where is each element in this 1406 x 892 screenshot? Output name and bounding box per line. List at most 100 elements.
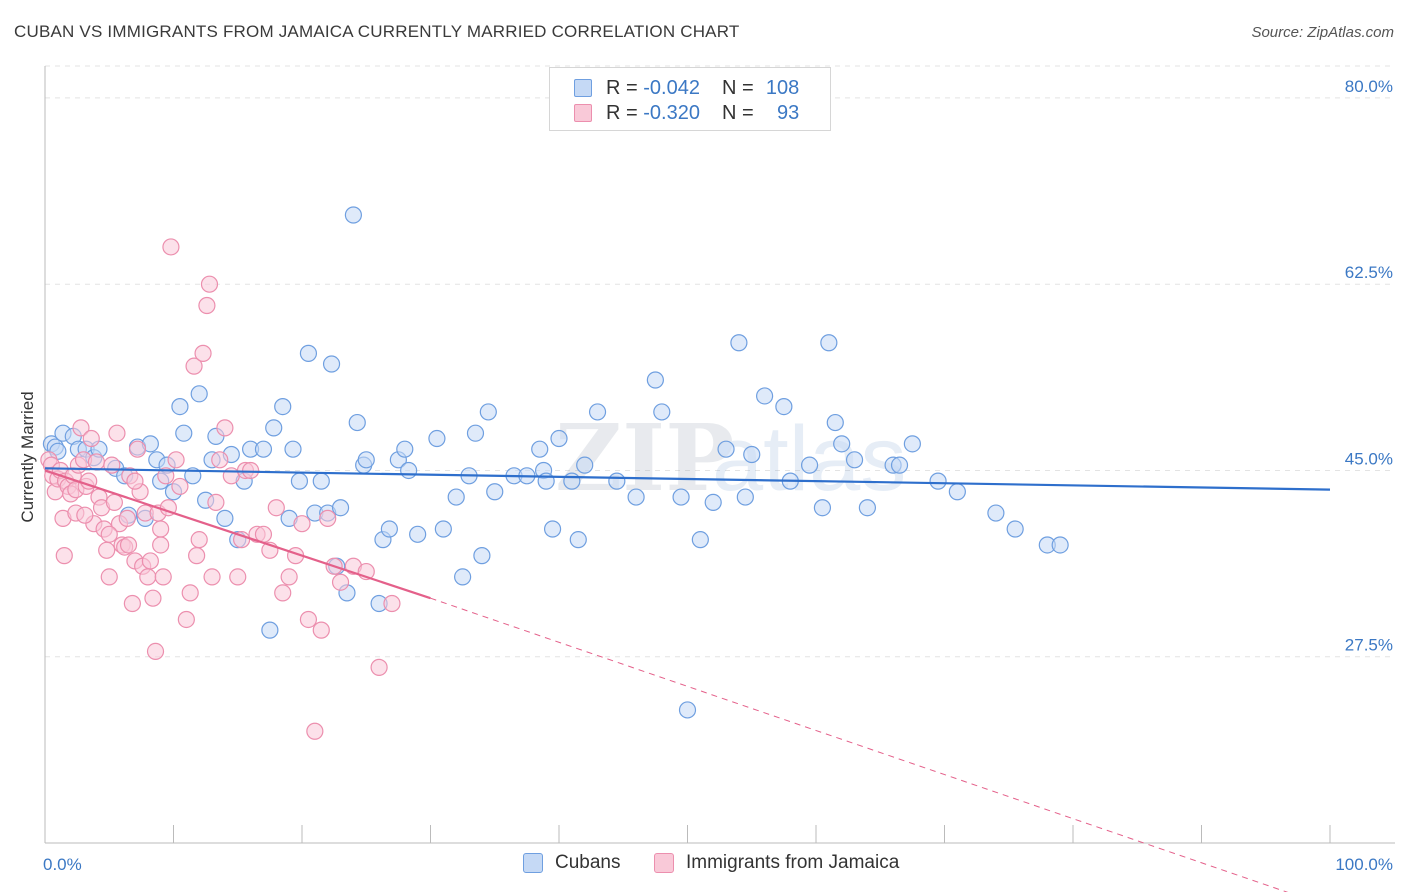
legend-r-label: R = bbox=[606, 76, 638, 99]
cuban-point bbox=[254, 440, 273, 458]
jamaica-point bbox=[144, 589, 162, 607]
cuban-point bbox=[826, 413, 844, 432]
jamaica-point bbox=[274, 584, 292, 602]
cuban-point bbox=[717, 440, 735, 458]
cuban-point bbox=[348, 413, 366, 432]
cuban-point bbox=[290, 472, 309, 490]
cuban-point bbox=[987, 504, 1005, 522]
jamaica-point bbox=[383, 594, 401, 613]
cuban-point bbox=[175, 424, 193, 442]
grid-lines bbox=[45, 65, 1395, 658]
jamaica-point bbox=[188, 547, 206, 565]
jamaica-point bbox=[331, 573, 350, 591]
y-tick-label: 80.0% bbox=[1345, 77, 1393, 96]
jamaica-point bbox=[370, 658, 388, 676]
legend-row-cubans: R = -0.042 N = 108 bbox=[574, 76, 799, 100]
jamaica-point bbox=[103, 456, 121, 474]
y-axis-label: Currently Married bbox=[18, 391, 37, 522]
cuban-point bbox=[274, 398, 292, 416]
jamaica-point bbox=[128, 440, 147, 458]
cuban-point bbox=[357, 451, 375, 469]
cuban-point bbox=[820, 334, 838, 352]
jamaica-point bbox=[162, 238, 180, 256]
cuban-point bbox=[331, 499, 350, 517]
jamaica-point bbox=[98, 541, 116, 559]
cuban-point bbox=[858, 499, 877, 517]
legend-n-value: 93 bbox=[776, 101, 800, 124]
cuban-point bbox=[678, 701, 697, 719]
jamaica-point bbox=[154, 568, 172, 586]
jamaica-point bbox=[76, 506, 94, 524]
cuban-point bbox=[890, 456, 909, 474]
cuban-point bbox=[434, 520, 452, 538]
cuban-point bbox=[312, 472, 330, 490]
jamaica-point bbox=[105, 493, 123, 511]
jamaica-point bbox=[200, 275, 219, 293]
legend-item-jamaica[interactable]: Immigrants from Jamaica bbox=[654, 852, 899, 874]
cuban-point bbox=[672, 488, 690, 506]
jamaica-point bbox=[233, 531, 251, 549]
cuban-point bbox=[466, 424, 485, 442]
legend-r-value: -0.042 bbox=[643, 76, 700, 99]
series-jamaica bbox=[40, 238, 401, 740]
legend-n-label: N = bbox=[721, 76, 754, 99]
jamaica-point bbox=[177, 610, 195, 629]
cuban-point bbox=[800, 456, 819, 474]
jamaica-point bbox=[207, 493, 225, 511]
cuban-point bbox=[813, 499, 832, 517]
x-tick-label: 100.0% bbox=[1335, 855, 1393, 874]
jamaica-point bbox=[319, 509, 337, 527]
jamaica-point bbox=[82, 429, 100, 448]
y-tick-label: 45.0% bbox=[1345, 449, 1393, 468]
cuban-point bbox=[396, 440, 414, 458]
cuban-point bbox=[543, 520, 562, 538]
cuban-point bbox=[216, 509, 234, 527]
jamaica-point bbox=[171, 477, 189, 496]
cuban-point bbox=[627, 488, 645, 506]
jamaica-point bbox=[100, 568, 118, 586]
cuban-point bbox=[691, 531, 709, 549]
cuban-point bbox=[563, 472, 581, 490]
trend-lines bbox=[44, 467, 1331, 892]
source-label: Source: ZipAtlas.com bbox=[1251, 24, 1394, 41]
cuban-point bbox=[344, 206, 362, 224]
jamaica-point bbox=[299, 610, 318, 629]
cuban-point bbox=[322, 355, 341, 373]
jamaica-point bbox=[152, 520, 170, 538]
cuban-point bbox=[531, 440, 549, 458]
legend-item-cubans[interactable]: Cubans bbox=[523, 852, 621, 874]
series-legend: Cubans Immigrants from Jamaica bbox=[0, 852, 1406, 878]
jamaica-point bbox=[203, 568, 221, 586]
cuban-point bbox=[948, 483, 966, 501]
y-tick-label: 27.5% bbox=[1345, 636, 1393, 655]
jamaica-point bbox=[146, 642, 165, 661]
cuban-point bbox=[775, 398, 793, 416]
jamaica-point bbox=[267, 499, 285, 517]
jamaica-point bbox=[312, 621, 330, 639]
jamaica-point bbox=[87, 453, 106, 471]
cuban-point bbox=[845, 451, 864, 469]
cuban-point bbox=[736, 488, 754, 506]
jamaica-point bbox=[139, 568, 157, 586]
cuban-point bbox=[473, 547, 491, 565]
cuban-point bbox=[447, 488, 465, 506]
cuban-point bbox=[400, 461, 418, 480]
jamaica-point bbox=[216, 419, 234, 437]
cuban-point bbox=[833, 435, 851, 453]
chart-title: CUBAN VS IMMIGRANTS FROM JAMAICA CURRENT… bbox=[14, 22, 740, 41]
jamaica-point bbox=[293, 515, 311, 533]
cuban-point bbox=[284, 440, 302, 458]
cubans-trend-line bbox=[44, 467, 1331, 491]
legend-item-label: Cubans bbox=[555, 852, 621, 873]
cuban-point bbox=[428, 429, 446, 448]
cuban-point bbox=[190, 385, 208, 403]
jamaica-point bbox=[55, 547, 73, 565]
cuban-point bbox=[743, 445, 761, 464]
cuban-point bbox=[903, 435, 921, 453]
cuban-point bbox=[265, 419, 283, 437]
cuban-point bbox=[454, 568, 472, 586]
jamaica-point bbox=[108, 424, 126, 442]
cuban-point bbox=[704, 493, 722, 511]
cuban-point bbox=[261, 621, 279, 639]
